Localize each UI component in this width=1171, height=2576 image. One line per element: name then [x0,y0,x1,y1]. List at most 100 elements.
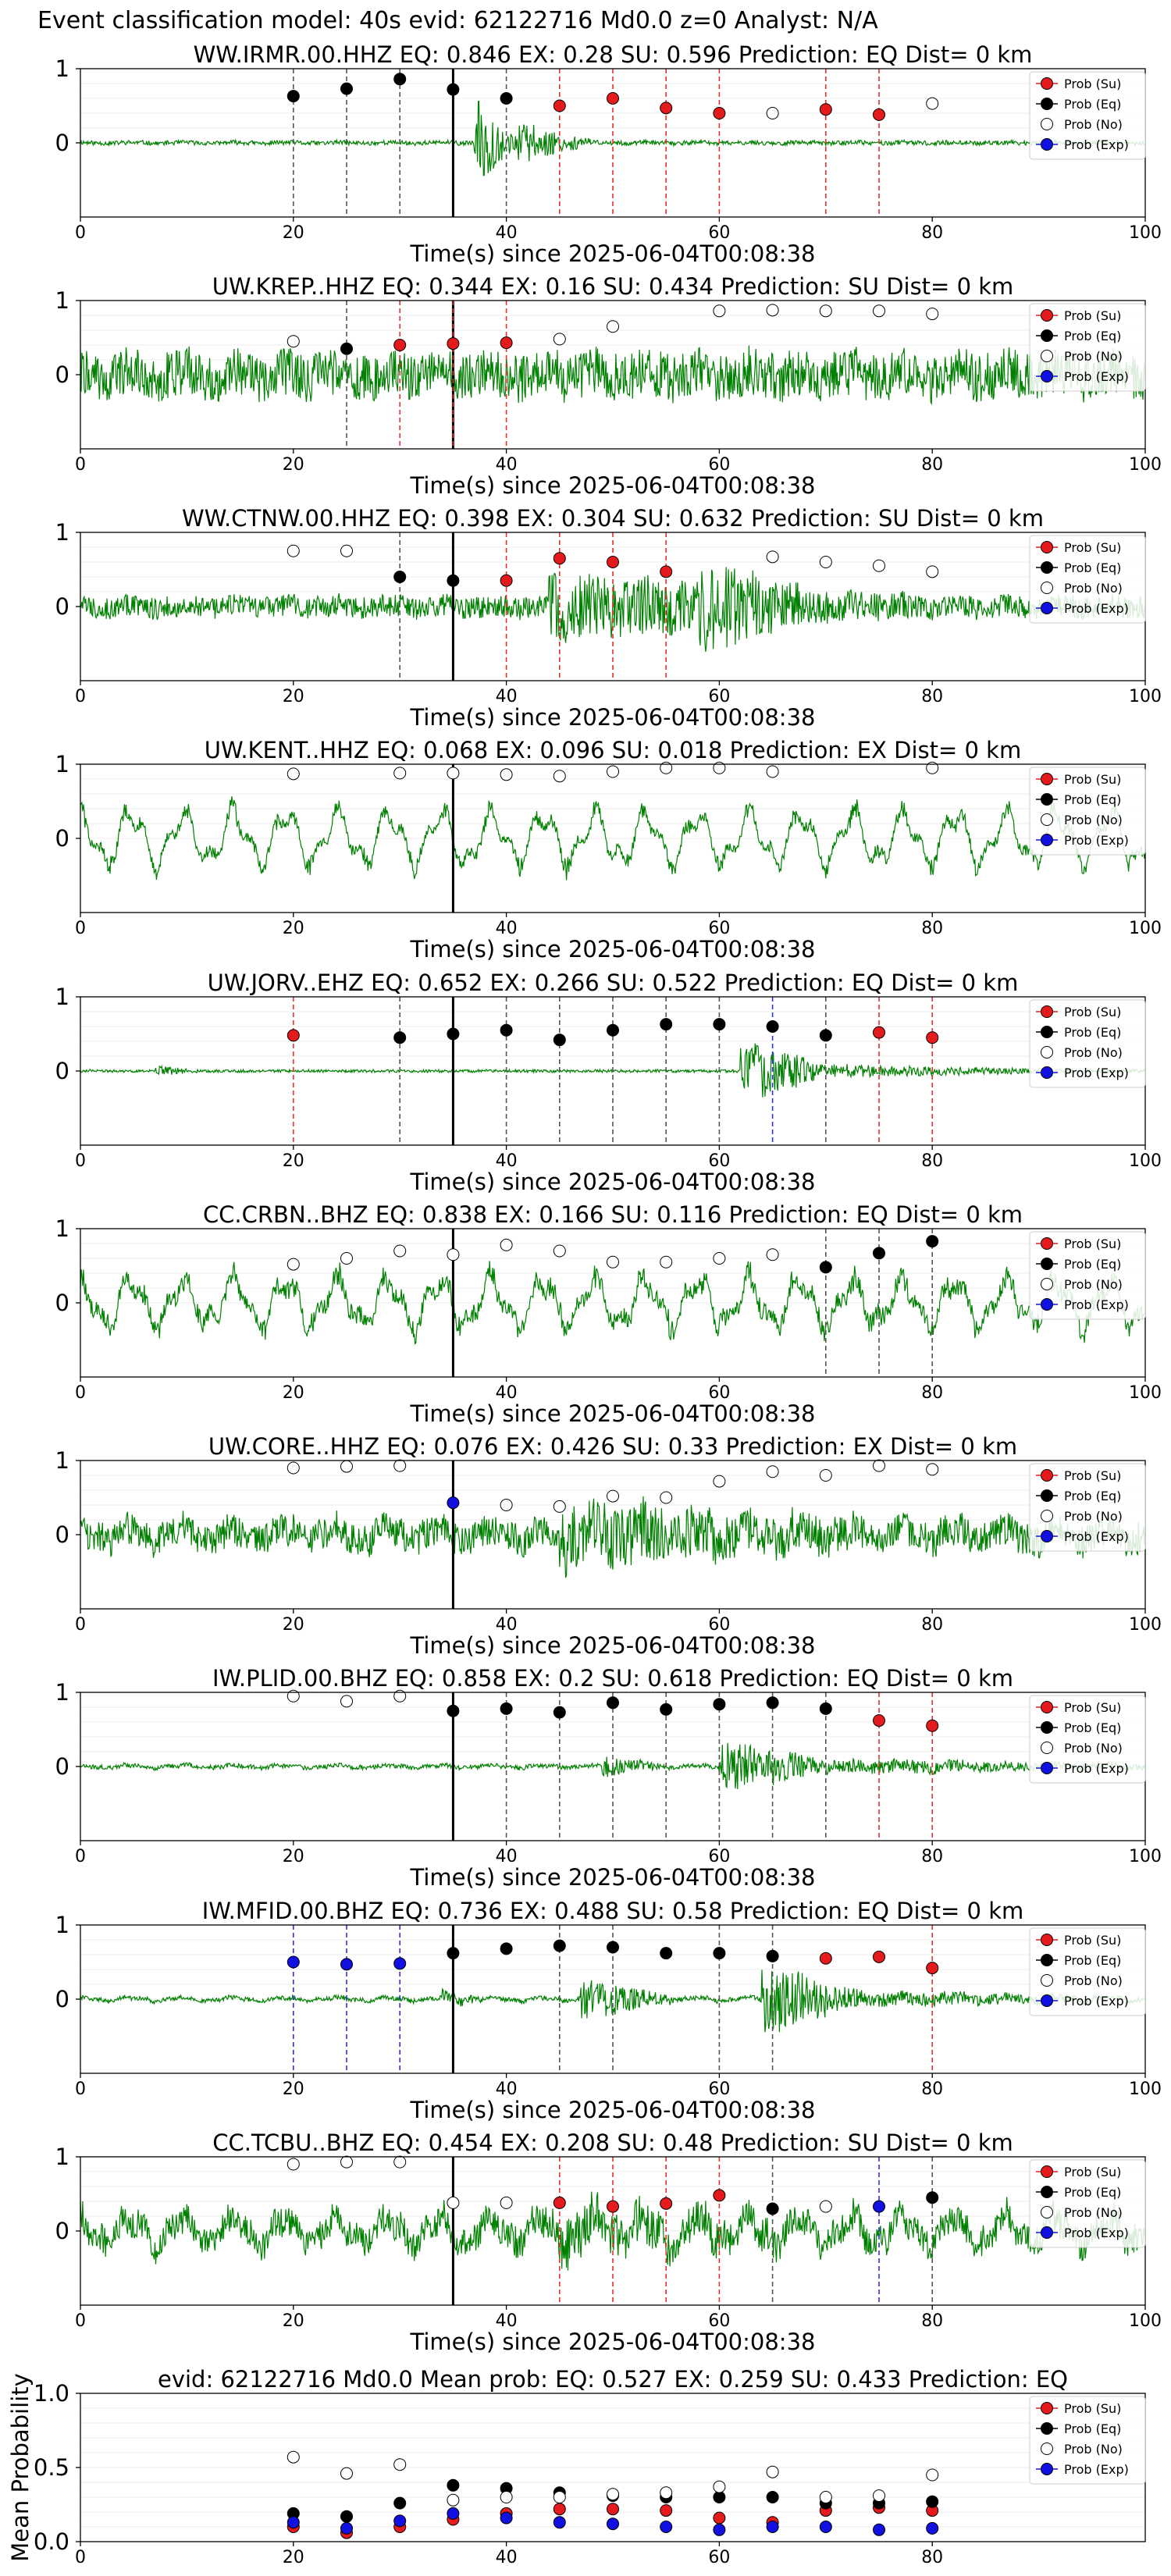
panel-title: IW.MFID.00.BHZ EQ: 0.736 EX: 0.488 SU: 0… [202,1898,1024,1924]
xaxis-label: Time(s) since 2025-06-04T00:08:38 [410,1169,816,1195]
mean-point-eq [713,2491,726,2503]
xtick-label: 80 [921,1847,943,1866]
prob-point-no [287,1461,300,1475]
xtick-label: 20 [283,1151,304,1171]
panel-title: evid: 62122716 Md0.0 Mean prob: EQ: 0.52… [158,2366,1068,2393]
legend-marker-no [1041,350,1053,362]
prob-point-su [873,1026,885,1039]
xtick-label: 0 [75,2311,86,2331]
legend-marker-su [1041,541,1053,553]
prob-point-no [766,550,779,564]
legend-9: Prob (Su) Prob (Eq) Prob (No) Prob (Exp) [1029,1927,1146,2016]
prob-point-no [500,768,513,781]
legend-frame [1029,1695,1146,1784]
mean-point-exp [873,2523,885,2536]
yaxis-label: Mean Probability [7,2373,34,2562]
legend-label-eq: Prob (Eq) [1064,560,1121,575]
legend-label-no: Prob (No) [1064,349,1123,364]
prob-point-eq [447,1027,460,1041]
waveform-trace [80,796,1146,881]
prob-point-eq [660,1018,673,1031]
panel-10: CC.TCBU..BHZ EQ: 0.454 EX: 0.208 SU: 0.4… [55,2129,1162,2355]
prob-point-su [873,1950,885,1963]
prob-point-eq [766,1949,779,1962]
legend-marker-eq [1041,329,1053,342]
prob-point-eq [393,73,407,86]
xtick-label: 20 [283,919,304,938]
prob-point-no [660,1255,673,1268]
prob-point-su [660,101,673,115]
ytick-label: 0 [55,1753,69,1780]
legend-marker-exp [1041,2463,1053,2475]
xtick-label: 60 [708,1615,730,1635]
legend-marker-su [1041,309,1053,322]
legend-marker-su [1041,1005,1053,1018]
legend-label-eq: Prob (Eq) [1064,1257,1121,1272]
legend-label-no: Prob (No) [1064,1045,1123,1060]
ytick-label: 0 [55,825,69,852]
prob-point-no [926,1463,939,1476]
mean-point-exp [553,2516,566,2529]
prob-point-su [500,336,513,350]
legend-label-exp: Prob (Exp) [1064,137,1129,152]
prob-point-eq [660,1703,673,1716]
xtick-label: 0 [75,1151,86,1171]
legend-marker-exp [1041,834,1053,846]
legend-marker-exp [1041,138,1053,151]
legend-marker-su [1041,1469,1053,1482]
prob-point-su [660,2197,673,2210]
prob-point-no [713,761,726,774]
prob-point-eq [713,1018,726,1031]
mean-point-exp [500,2511,513,2524]
legend-marker-no [1041,1046,1053,1059]
legend-label-su: Prob (Su) [1064,2401,1121,2416]
panel-title: UW.KENT..HHZ EQ: 0.068 EX: 0.096 SU: 0.0… [205,737,1021,763]
panel-2: UW.KREP..HHZ EQ: 0.344 EX: 0.16 SU: 0.43… [55,273,1162,499]
xtick-label: 80 [921,919,943,938]
xtick-label: 0 [75,2548,86,2567]
prob-point-no [393,1244,407,1258]
xtick-label: 80 [921,223,943,243]
panel-mean: evid: 62122716 Md0.0 Mean prob: EQ: 0.52… [7,2366,1146,2567]
prob-point-su [926,1962,939,1975]
legend-label-eq: Prob (Eq) [1064,1025,1121,1040]
ytick-label: 0 [55,1058,69,1084]
prob-point-no [766,1248,779,1261]
ytick-label: 1 [55,751,69,777]
figure-title: Event classification model: 40s evid: 62… [37,7,878,34]
mean-point-exp [766,2521,779,2533]
xtick-label: 60 [708,919,730,938]
mean-point-no [660,2486,673,2500]
prob-point-no [607,765,619,778]
prob-point-no [766,304,779,317]
legend-marker-exp [1041,1066,1053,1079]
ytick-label: 1 [55,1679,69,1706]
legend-label-eq: Prob (Eq) [1064,97,1121,112]
waveform-trace [80,1261,1146,1345]
panel-title: WW.IRMR.00.HHZ EQ: 0.846 EX: 0.28 SU: 0.… [194,41,1033,68]
xtick-label: 100 [1129,1151,1162,1171]
xtick-label: 100 [1129,1615,1162,1635]
prob-point-eq [287,90,300,103]
prob-point-su [713,107,726,119]
prob-point-eq [713,1947,726,1960]
xtick-label: 0 [75,1383,86,1403]
prob-point-eq [607,1941,619,1954]
ytick-label: 1 [55,984,69,1010]
prob-point-no [553,1500,566,1513]
prob-point-eq [819,1702,832,1715]
xtick-label: 80 [921,2080,943,2099]
xtick-label: 100 [1129,2080,1162,2099]
xtick-label: 40 [496,2548,518,2567]
legend-5: Prob (Su) Prob (Eq) Prob (No) Prob (Exp) [1029,999,1146,1088]
ytick-label: 0.0 [34,2528,69,2555]
prob-point-eq [713,1698,726,1711]
legend-marker-su [1041,1237,1053,1250]
legend-marker-su [1041,2402,1053,2414]
mean-point-exp [660,2521,673,2533]
panel-6: CC.CRBN..BHZ EQ: 0.838 EX: 0.166 SU: 0.1… [55,1201,1162,1427]
prob-point-no [340,1252,353,1265]
legend-label-su: Prob (Su) [1064,540,1121,555]
xtick-label: 80 [921,1615,943,1635]
panel-9: IW.MFID.00.BHZ EQ: 0.736 EX: 0.488 SU: 0… [55,1898,1162,2123]
